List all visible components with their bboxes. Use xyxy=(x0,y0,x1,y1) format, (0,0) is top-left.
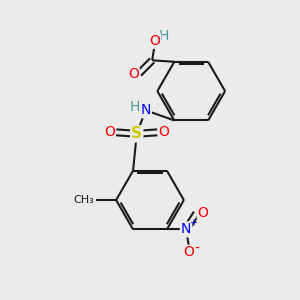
Text: N: N xyxy=(181,222,191,236)
Text: H: H xyxy=(130,100,140,114)
Text: +: + xyxy=(188,218,196,228)
Text: O: O xyxy=(104,125,115,139)
Text: CH₃: CH₃ xyxy=(73,195,94,205)
Text: N: N xyxy=(140,103,151,117)
Text: S: S xyxy=(131,126,142,141)
Text: H: H xyxy=(158,29,169,43)
Text: O: O xyxy=(158,125,169,139)
Text: O: O xyxy=(128,67,139,81)
Text: O: O xyxy=(197,206,208,220)
Text: O: O xyxy=(150,34,160,48)
Text: -: - xyxy=(194,242,199,256)
Text: O: O xyxy=(184,245,194,259)
